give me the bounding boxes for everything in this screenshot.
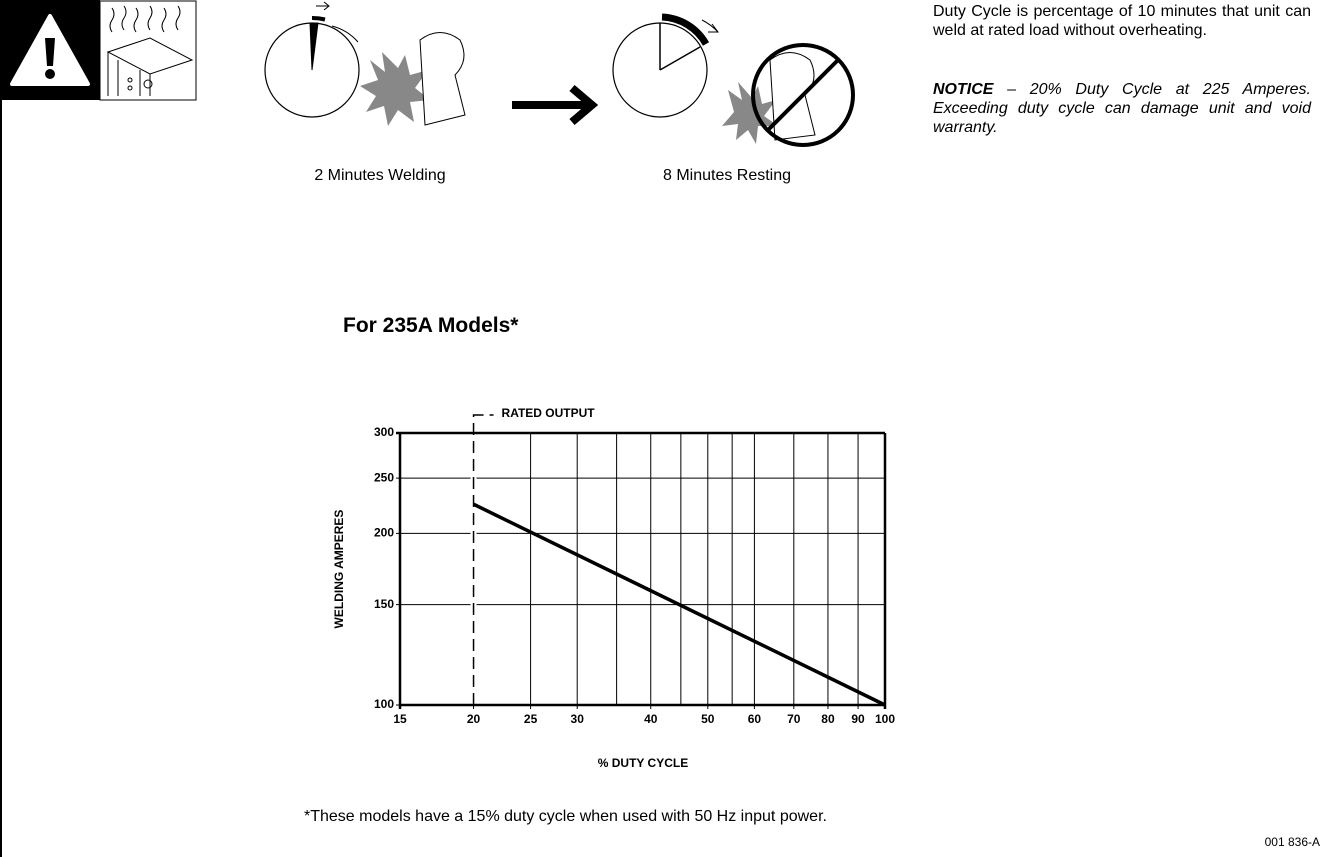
no-welding-sign [722, 45, 853, 145]
x-tick-label: 40 [644, 712, 658, 726]
x-tick-label: 25 [524, 712, 538, 726]
x-tick-label: 100 [875, 712, 895, 726]
x-tick-label: 30 [571, 712, 585, 726]
caption: 8 Minutes Resting [663, 167, 791, 184]
x-tick-label: 80 [821, 712, 835, 726]
welder-figure [360, 33, 465, 127]
annotation-label: RATED OUTPUT [502, 406, 596, 420]
x-tick-label: 50 [701, 712, 715, 726]
clock-resting [613, 17, 718, 117]
x-axis-label: % DUTY CYCLE [598, 756, 688, 770]
y-axis-label: WELDING AMPERES [332, 510, 346, 629]
y-tick-label: 250 [374, 470, 394, 484]
footnote: *These models have a 15% duty cycle when… [304, 808, 827, 825]
x-tick-label: 70 [787, 712, 801, 726]
notice-label: NOTICE [933, 81, 993, 98]
doc-code: 001 836-A [1265, 835, 1320, 849]
arrow [512, 88, 592, 122]
y-tick-label: 100 [374, 697, 394, 711]
chart-title: For 235A Models* [343, 314, 519, 337]
y-tick-label: 150 [374, 597, 394, 611]
y-tick-label: 300 [374, 425, 394, 439]
caption: 2 Minutes Welding [314, 167, 445, 184]
notice: NOTICE – 20% Duty Cycle at 225 Amperes. … [933, 80, 1311, 137]
x-tick-label: 60 [748, 712, 762, 726]
x-tick-label: 90 [851, 712, 865, 726]
page: 2 Minutes Welding 8 Minutes Resting For … [0, 0, 1344, 857]
y-tick-label: 200 [374, 526, 394, 540]
x-tick-label: 15 [393, 712, 407, 726]
x-tick-label: 20 [467, 712, 481, 726]
description: Duty Cycle is percentage of 10 minutes t… [933, 2, 1311, 40]
clock-welding [265, 2, 359, 117]
heat-icon-box [100, 1, 196, 100]
warning-dot [45, 69, 55, 79]
